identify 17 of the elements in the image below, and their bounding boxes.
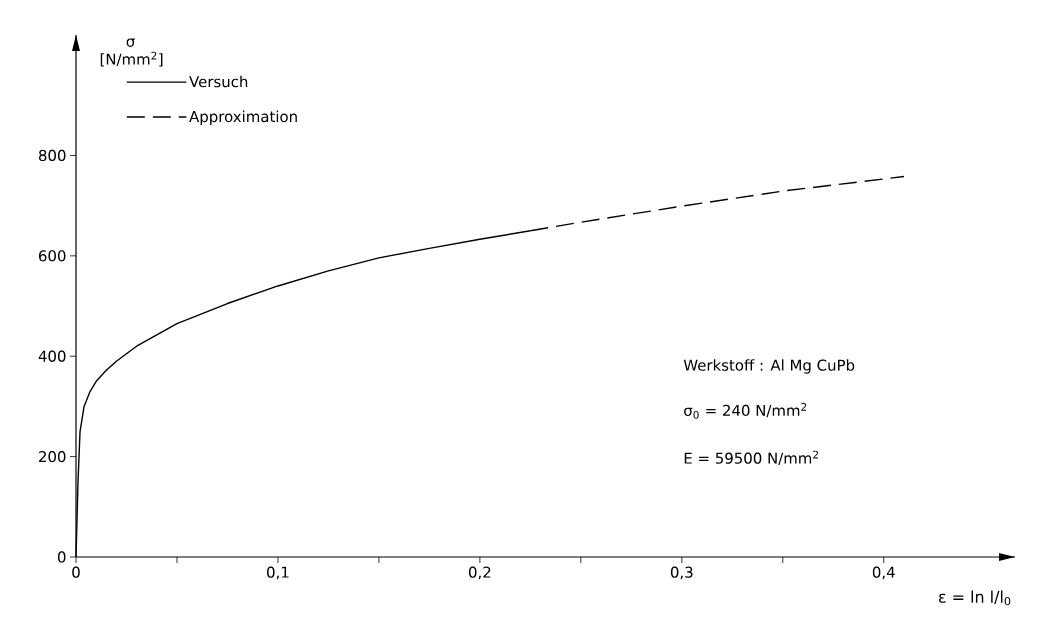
annotation: E = 59500 N/mm$^{2}$ <box>684 450 818 465</box>
x-tick-label: 0,3 <box>670 566 693 580</box>
legend-label: Approximation <box>189 110 297 126</box>
y-tick-label: 800 <box>38 149 66 162</box>
y-tick-label: 600 <box>39 250 66 262</box>
x-axis-title: ε = ln l/l$_{0}$ <box>939 590 1011 606</box>
y-tick-label: 400 <box>38 350 66 362</box>
y-axis-title: σ [N/mm$^{2}$] <box>100 38 163 67</box>
x-tick-label: 0,4 <box>872 566 895 580</box>
annotation: Werkstoff : Al Mg CuPb <box>683 359 855 374</box>
annotation: σ$_{0}$ = 240 N/mm$^{2}$ <box>684 402 807 419</box>
x-tick-label: 0,2 <box>468 566 491 580</box>
y-tick-label: 200 <box>39 450 66 463</box>
legend-label: Versuch <box>189 75 248 88</box>
y-tick-label: 0 <box>57 551 66 563</box>
x-tick-label: 0,1 <box>267 566 289 580</box>
x-tick-label: 0 <box>72 566 80 578</box>
